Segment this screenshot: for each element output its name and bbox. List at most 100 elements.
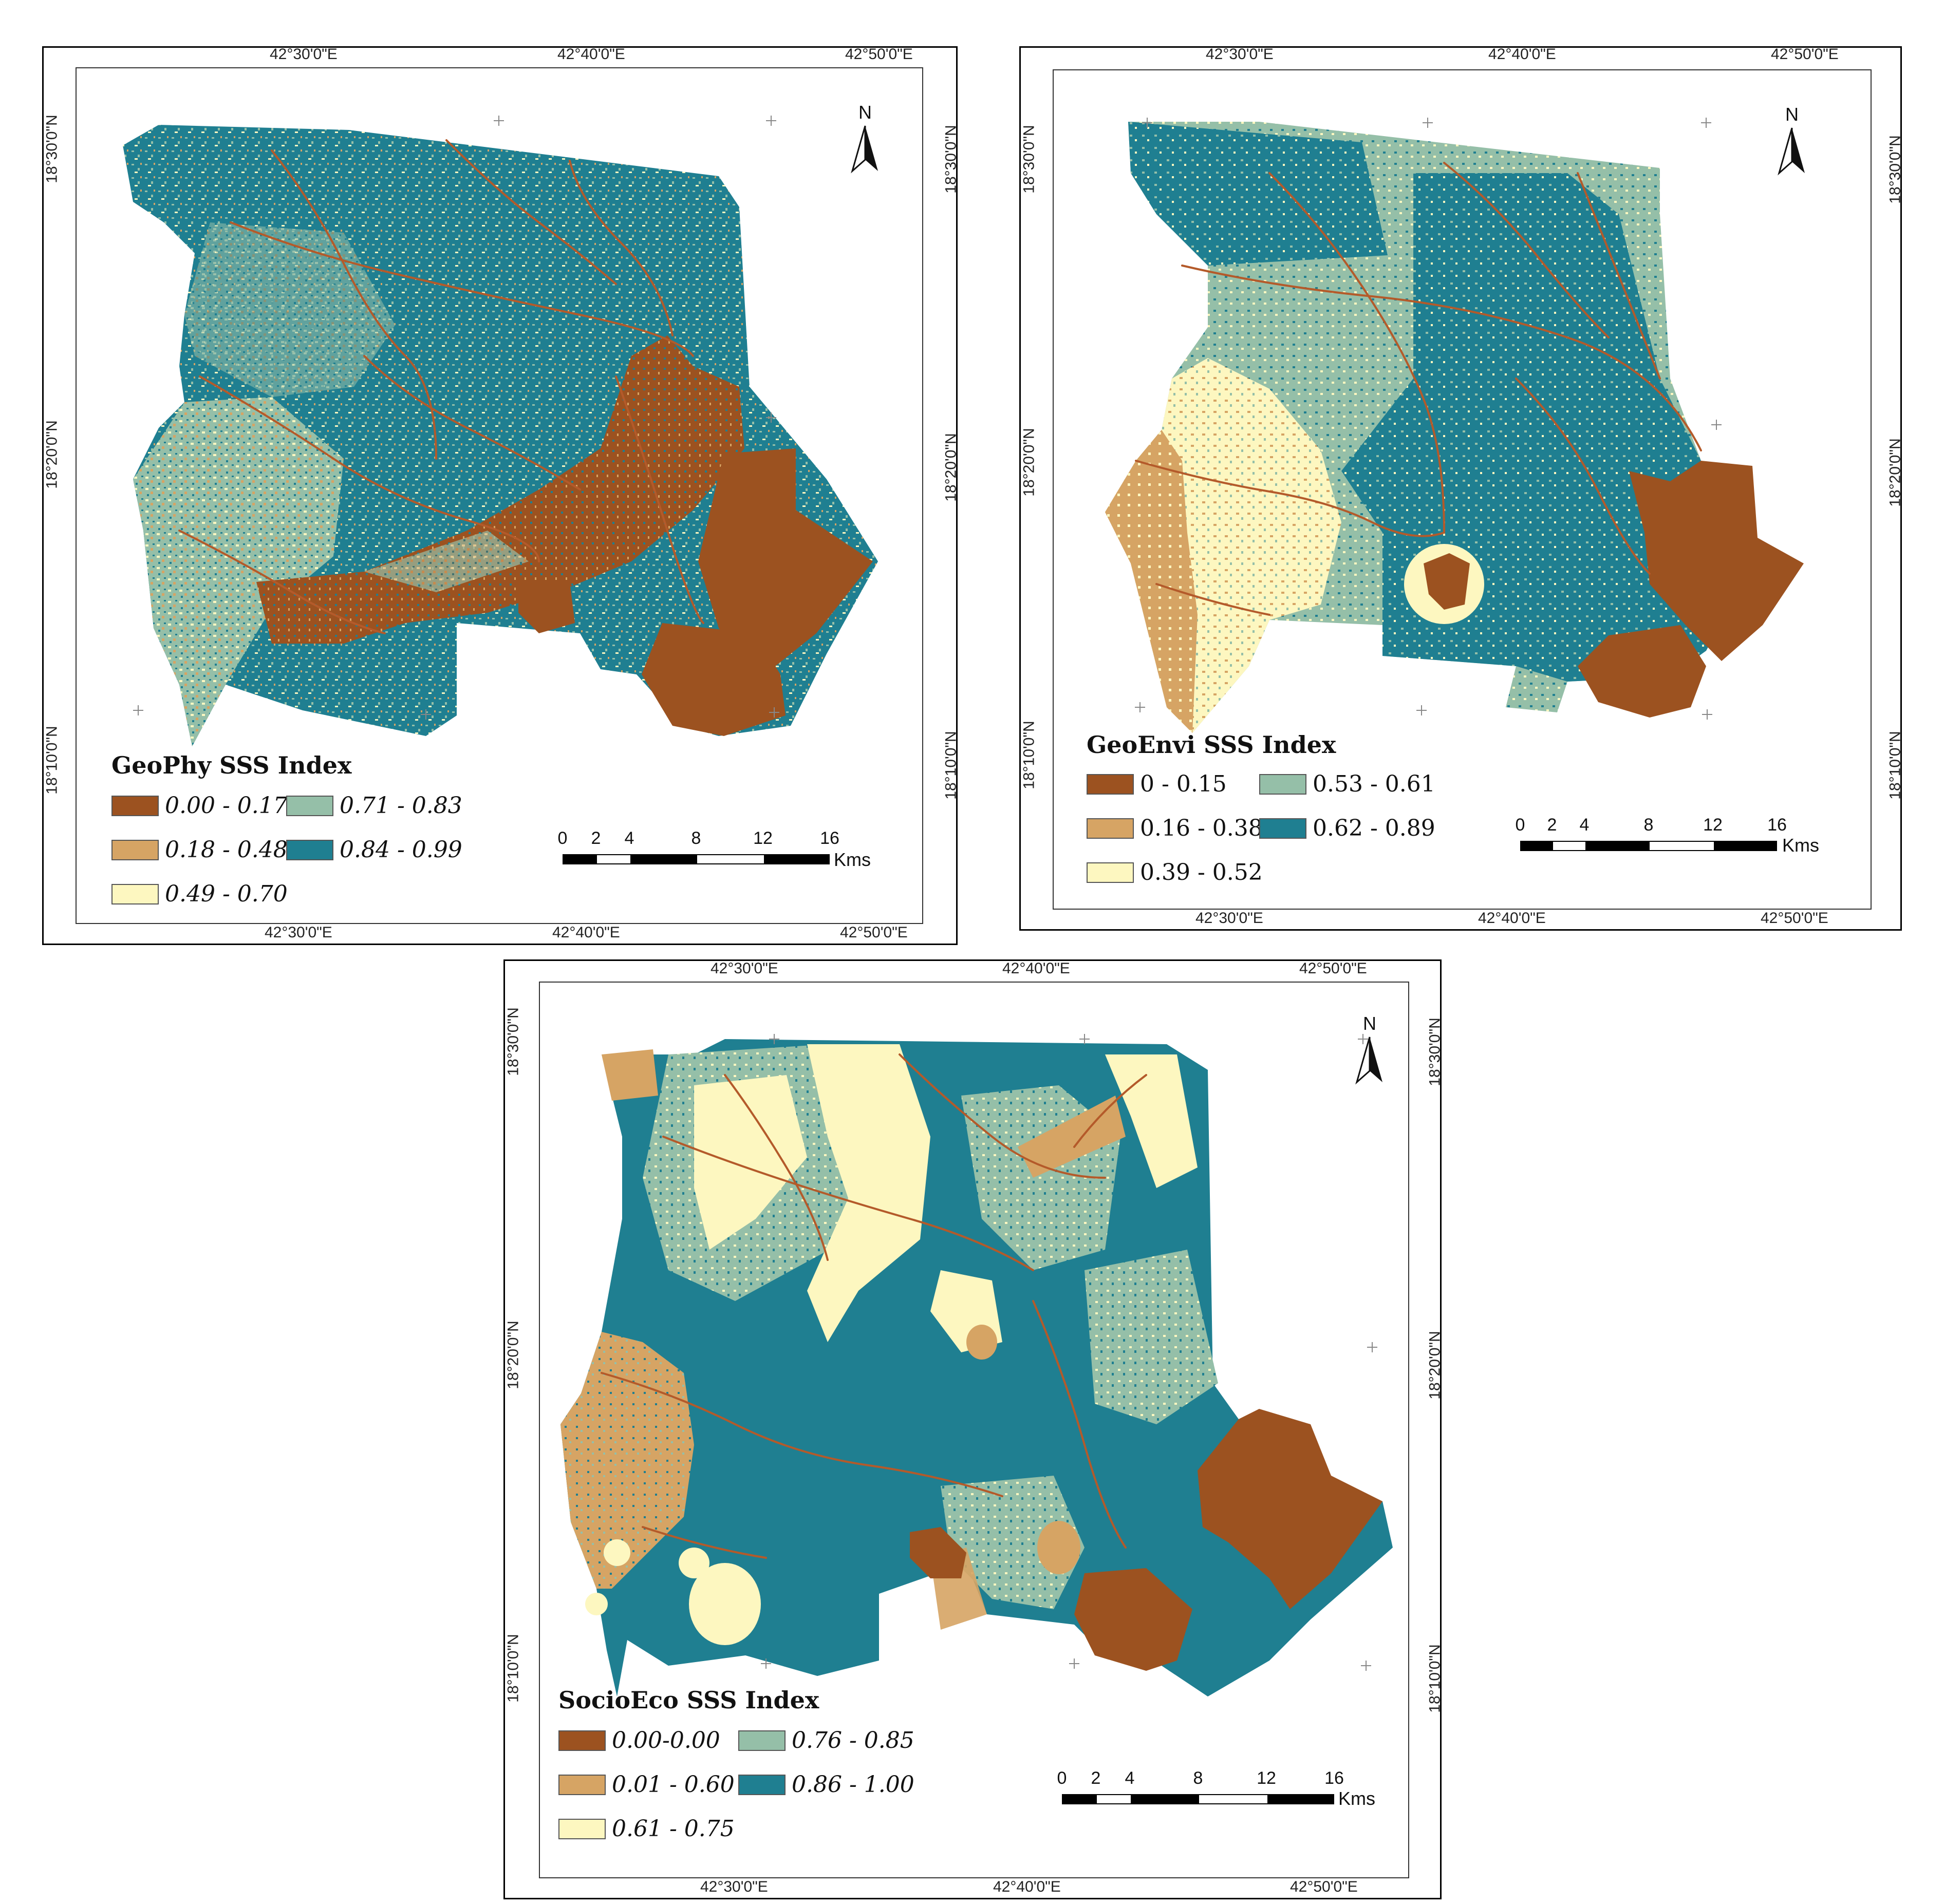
bottom-lon-3: 42°50'0"E — [1290, 1878, 1358, 1895]
swatch-c4 — [1259, 774, 1306, 795]
legend-label: 0.53 - 0.61 — [1313, 771, 1435, 797]
legend-item-3: 0.16 - 0.38 — [1087, 815, 1263, 841]
legend-title: GeoEnvi SSS Index — [1087, 731, 1336, 759]
swatch-c4 — [286, 795, 333, 816]
panel-geophy: 42°30'0"E 42°40'0"E 42°50'0"E 42°30'0"E … — [42, 46, 960, 945]
right-lat-1: 18°30'0"N — [1886, 135, 1904, 204]
swatch-c1 — [1087, 774, 1134, 795]
legend-label: 0 - 0.15 — [1140, 771, 1227, 797]
scale-tick: 4 — [1125, 1768, 1135, 1788]
panel-geoenvi: 42°30'0"E 42°40'0"E 42°50'0"E 42°30'0"E … — [1019, 46, 1904, 931]
socioeco-east-polygon — [1198, 1409, 1382, 1609]
geoenvi-east-polygon — [1629, 461, 1804, 661]
bottom-lon-3: 42°50'0"E — [1761, 910, 1828, 927]
north-arrow-icon: N — [1778, 104, 1805, 176]
top-lon-1: 42°30'0"E — [711, 960, 778, 977]
bottom-lon-2: 42°40'0"E — [1478, 910, 1546, 927]
top-lon-1: 42°30'0"E — [270, 46, 338, 63]
legend-label: 0.18 - 0.48 — [165, 837, 288, 863]
swatch-c1 — [111, 795, 159, 816]
legend-title: SocioEco SSS Index — [558, 1686, 819, 1714]
north-arrow-icon: N — [851, 102, 878, 174]
top-lon-3: 42°50'0"E — [1299, 960, 1367, 977]
socioeco-southeast-polygon — [1074, 1568, 1192, 1671]
legend-label: 0.00 - 0.17 — [165, 793, 288, 819]
legend-label: 0.39 - 0.52 — [1140, 859, 1263, 885]
top-lon-2: 42°40'0"E — [1002, 960, 1070, 977]
legend-item-5: 0.61 - 0.75 — [558, 1816, 735, 1842]
swatch-c5 — [738, 1774, 786, 1795]
legend-label: 0.00-0.00 — [612, 1727, 720, 1754]
geophy-southeast-polygon — [642, 623, 786, 736]
scale-tick: 16 — [1767, 815, 1787, 835]
socioeco-map — [560, 1034, 1393, 1696]
legend-title: GeoPhy SSS Index — [111, 751, 352, 779]
legend-label: 0.86 - 1.00 — [792, 1771, 914, 1798]
scale-tick: 0 — [1057, 1768, 1067, 1788]
legend-item-3: 0.01 - 0.60 — [558, 1771, 735, 1798]
right-lat-2: 18°20'0"N — [942, 433, 960, 502]
panel-socioeco: 42°30'0"E 42°40'0"E 42°50'0"E 42°30'0"E … — [503, 959, 1444, 1899]
scale-tick: 4 — [1579, 815, 1590, 835]
right-lat-3: 18°10'0"N — [942, 731, 960, 800]
right-lat-3: 18°10'0"N — [1426, 1644, 1444, 1713]
scale-bar: 0 2 4 8 12 16 Kms — [1057, 1768, 1375, 1830]
swatch-c3 — [111, 883, 159, 904]
scale-tick: 8 — [1193, 1768, 1203, 1788]
scale-tick: 8 — [691, 828, 701, 848]
legend-label: 0.01 - 0.60 — [612, 1771, 735, 1798]
scale-tick: 4 — [624, 828, 634, 848]
top-lon-3: 42°50'0"E — [845, 46, 913, 63]
right-lat-1: 18°30'0"N — [942, 125, 960, 194]
geophy-east-polygon — [698, 448, 873, 674]
swatch-c2 — [558, 1774, 606, 1795]
swatch-c3 — [1087, 862, 1134, 883]
legend-item-4: 0.62 - 0.89 — [1259, 815, 1435, 841]
map-frame: N SocioEco SSS Index 0.00-0.00 0.76 - 0.… — [539, 982, 1409, 1878]
top-lon-1: 42°30'0"E — [1206, 46, 1274, 63]
scale-tick: 16 — [1324, 1768, 1344, 1788]
right-lat-1: 18°30'0"N — [1426, 1017, 1444, 1086]
scale-tick: 16 — [820, 828, 839, 848]
scale-tick: 2 — [1547, 815, 1557, 835]
legend-item-1: 0 - 0.15 — [1087, 771, 1227, 797]
legend-item-4: 0.86 - 1.00 — [738, 1771, 914, 1798]
bottom-lon-3: 42°50'0"E — [840, 924, 908, 941]
swatch-c5 — [1259, 818, 1306, 839]
left-lat-3: 18°10'0"N — [1020, 721, 1038, 789]
bottom-lon-1: 42°30'0"E — [265, 924, 332, 941]
swatch-c5 — [286, 839, 333, 860]
left-lat-1: 18°30'0"N — [43, 115, 61, 183]
map-frame: N GeoPhy SSS Index 0.00 - 0.17 0.71 - 0.… — [76, 67, 923, 924]
scale-tick: 2 — [591, 828, 601, 848]
legend-label: 0.76 - 0.85 — [792, 1727, 914, 1754]
right-lat-2: 18°20'0"N — [1426, 1331, 1444, 1400]
scale-tick: 12 — [1257, 1768, 1276, 1788]
left-lat-2: 18°20'0"N — [504, 1321, 522, 1389]
north-arrow-icon: N — [1355, 1013, 1382, 1085]
left-lat-2: 18°20'0"N — [1020, 428, 1038, 497]
legend-item-2: 0.71 - 0.83 — [286, 793, 462, 819]
swatch-c1 — [558, 1730, 606, 1751]
right-lat-3: 18°10'0"N — [1886, 731, 1904, 800]
swatch-c2 — [111, 839, 159, 860]
bottom-lon-2: 42°40'0"E — [993, 1878, 1061, 1895]
scale-tick: 12 — [1703, 815, 1723, 835]
left-lat-2: 18°20'0"N — [43, 420, 61, 489]
north-label: N — [1363, 1013, 1376, 1034]
legend-label: 0.71 - 0.83 — [340, 793, 462, 819]
scale-tick: 2 — [1091, 1768, 1101, 1788]
bottom-lon-1: 42°30'0"E — [1195, 910, 1263, 927]
map-frame: N GeoEnvi SSS Index 0 - 0.15 0.53 - 0.61… — [1053, 69, 1872, 910]
geoenvi-map — [1105, 118, 1804, 733]
swatch-c4 — [738, 1730, 786, 1751]
right-lat-2: 18°20'0"N — [1886, 438, 1904, 507]
scale-tick: 0 — [1515, 815, 1525, 835]
scale-tick: 8 — [1643, 815, 1654, 835]
north-label: N — [858, 102, 872, 123]
legend-item-5: 0.39 - 0.52 — [1087, 859, 1263, 885]
legend-label: 0.62 - 0.89 — [1313, 815, 1435, 841]
legend-label: 0.49 - 0.70 — [165, 881, 288, 907]
geophy-map — [123, 116, 878, 746]
legend-label: 0.61 - 0.75 — [612, 1816, 735, 1842]
